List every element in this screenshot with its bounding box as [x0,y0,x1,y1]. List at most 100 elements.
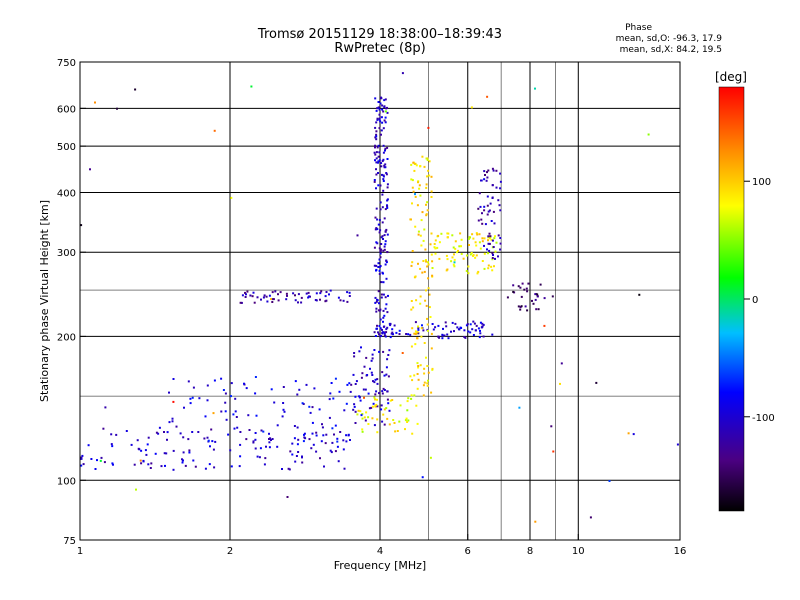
data-point [385,373,388,376]
data-point [377,107,380,110]
data-point [417,325,419,328]
data-point [319,298,321,301]
data-point [375,135,378,138]
data-point [375,157,378,160]
data-point [293,437,296,440]
data-point [240,301,243,304]
data-point [478,233,481,236]
data-point [367,423,370,425]
data-point [383,245,386,248]
data-point [213,129,216,132]
data-point [492,246,495,248]
data-point [271,301,274,303]
y-tick-label: 750 [57,58,76,69]
data-point [379,208,382,211]
chart-title: Tromsø 20151129 18:38:00–18:39:43 [257,27,503,42]
data-point [378,273,381,275]
data-point [334,377,337,380]
data-point [140,462,143,465]
data-point [213,379,216,382]
x-axis-ticks: 1 2 4 6 8 10 16 [77,534,686,557]
data-point [410,397,413,400]
data-point [376,118,379,121]
data-point [431,367,434,370]
data-point [425,289,427,292]
data-point [245,387,248,390]
data-point [438,257,441,260]
data-point [171,417,174,420]
colorbar-ticks: 100 0 -100 [744,177,775,424]
data-point [379,120,382,123]
data-point [382,158,385,161]
data-point [339,299,342,302]
data-point [377,331,379,334]
data-point [375,327,378,330]
data-point [182,451,185,454]
data-point [422,394,425,397]
data-point [271,438,274,440]
data-point [254,392,257,395]
data-point [412,306,415,309]
data-point [175,425,178,428]
data-point [393,324,396,327]
data-point [417,262,419,265]
data-point [445,254,448,257]
data-point [184,464,187,467]
data-point [182,459,184,462]
data-point [378,333,380,336]
data-point [384,230,387,233]
x-tick-label: 6 [465,546,471,557]
data-point [276,445,279,448]
data-point [466,254,468,257]
data-point [322,434,325,437]
data-point [99,459,102,462]
y-tick-label: 100 [57,476,76,487]
data-point [375,403,378,406]
data-point [381,193,384,196]
data-point [234,397,237,400]
data-point [491,269,494,272]
data-point [475,324,478,327]
data-point [311,406,314,409]
data-point [382,272,384,275]
data-point [454,240,457,243]
data-point [382,189,385,192]
data-point [426,329,429,332]
data-point [136,439,139,442]
data-point [382,127,385,130]
data-point [375,307,378,310]
data-point [425,186,428,189]
data-point [102,427,105,430]
data-point [486,95,489,98]
data-point [411,202,413,205]
data-point [385,259,388,262]
data-point [467,237,470,240]
data-point [385,261,388,264]
data-point [330,451,333,454]
data-point [380,296,383,299]
data-point [210,428,213,431]
data-point [324,442,327,445]
data-point [263,294,266,297]
data-point [381,371,384,374]
data-point [384,98,387,101]
data-point [213,466,216,469]
data-point [235,416,238,418]
data-point [492,169,495,172]
data-point [377,172,379,174]
data-point [407,419,410,422]
data-point [255,414,258,417]
data-point [315,434,318,437]
data-point [373,331,376,334]
data-point [379,256,382,259]
data-point [451,256,454,259]
data-point [378,231,381,234]
data-point [393,422,396,424]
data-point [381,390,384,393]
data-point [363,396,365,399]
data-point [189,397,192,400]
data-point [487,235,490,238]
data-point [374,228,377,231]
data-point [485,179,488,182]
data-point [543,324,546,327]
